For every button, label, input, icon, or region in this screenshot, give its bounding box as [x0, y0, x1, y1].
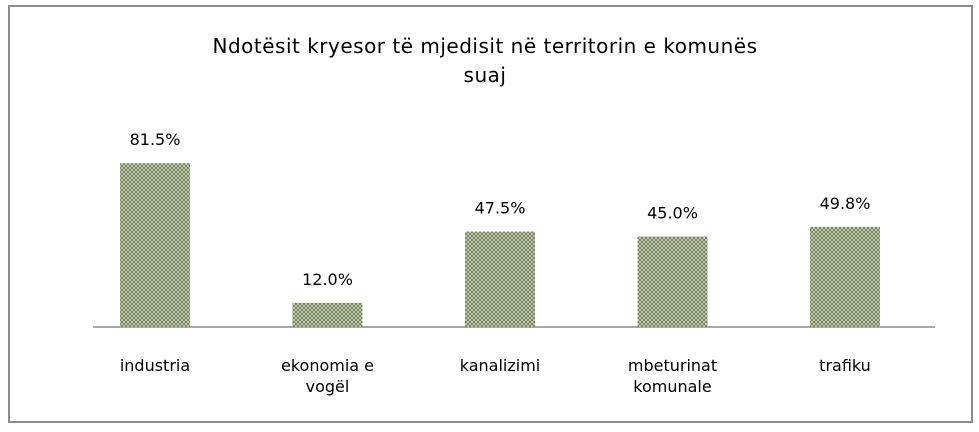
bar: [810, 226, 880, 327]
chart-title: Ndotësit kryesor të mjedisit në territor…: [212, 34, 758, 87]
value-label: 45.0%: [647, 204, 698, 223]
value-label: 49.8%: [820, 194, 871, 213]
bar: [120, 163, 190, 327]
bar: [637, 236, 708, 327]
x-tick-label: industria: [119, 356, 191, 375]
x-tick-label: ekonomia e vogël: [280, 356, 375, 396]
x-tick-label: kanalizimi: [459, 356, 541, 375]
chart-frame: [8, 5, 973, 423]
x-tick-label: trafiku: [819, 356, 871, 375]
value-label: 81.5%: [130, 130, 181, 149]
bar: [292, 302, 363, 327]
value-label: 47.5%: [475, 199, 526, 218]
value-label: 12.0%: [302, 270, 353, 289]
bar: [465, 231, 535, 327]
x-tick-label: mbeturinat komunale: [627, 356, 718, 396]
